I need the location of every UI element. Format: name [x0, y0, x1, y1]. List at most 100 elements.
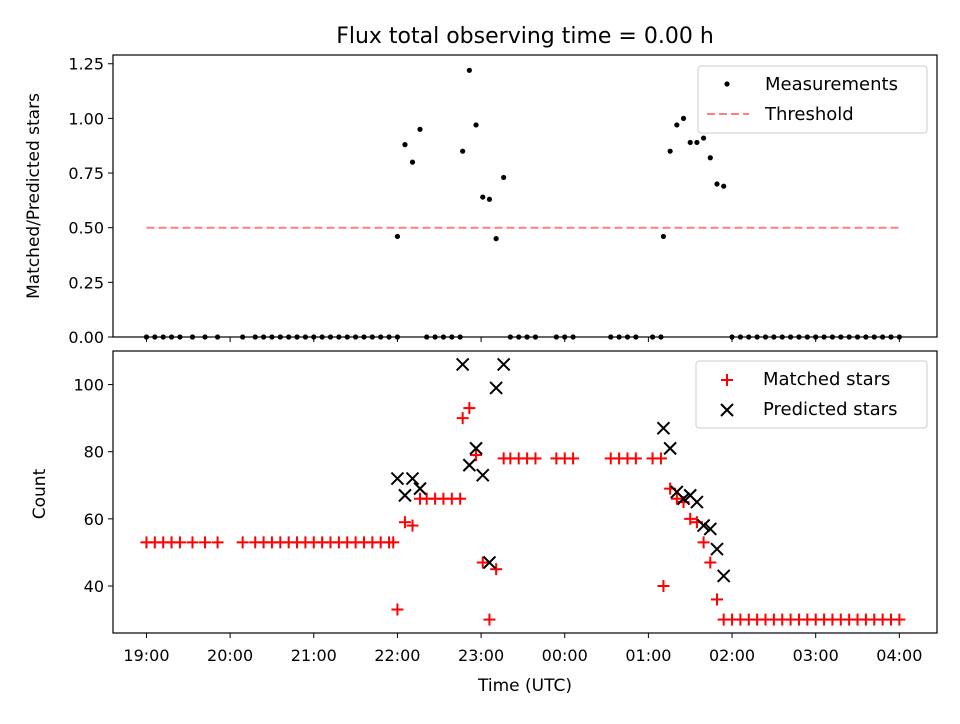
- predicted-star-point: [405, 471, 420, 486]
- predicted-star-point: [710, 542, 724, 556]
- matched-star-point: [236, 536, 249, 549]
- matched-star-point: [470, 449, 483, 462]
- matched-star-point: [463, 402, 476, 415]
- predicted-star-point: [482, 555, 497, 570]
- measurement-point: [460, 148, 466, 154]
- top-legend: Measurements Threshold: [697, 65, 928, 134]
- matched-star-point: [697, 536, 710, 549]
- y-tick-label: 60: [84, 510, 104, 529]
- matched-star-point: [456, 412, 469, 425]
- matched-star-point: [629, 452, 642, 465]
- x-tick-label: 02:00: [709, 646, 755, 665]
- matched-star-point: [529, 452, 542, 465]
- y-tick-label: 0.00: [68, 328, 104, 347]
- matched-star-point: [199, 536, 212, 549]
- x-tick-label: 20:00: [207, 646, 253, 665]
- measurement-point: [417, 126, 423, 132]
- matched-star-point: [476, 556, 489, 569]
- x-tick-label: 01:00: [625, 646, 671, 665]
- predicted-star-point: [716, 569, 731, 583]
- matched-star-point: [454, 492, 467, 505]
- x-tick-label: 04:00: [876, 646, 922, 665]
- matched-star-point: [704, 556, 717, 569]
- predicted-star-point: [696, 518, 711, 533]
- top-legend-box: [697, 65, 928, 134]
- legend-measurements-label: Measurements: [765, 74, 898, 95]
- measurement-point: [660, 233, 667, 240]
- y-tick-label: 40: [84, 577, 104, 596]
- predicted-star-point: [496, 357, 511, 372]
- matched-star-point: [670, 492, 683, 505]
- measurement-point: [707, 155, 713, 161]
- measurement-point: [486, 196, 493, 202]
- matched-star-point: [567, 452, 580, 465]
- predicted-star-point: [476, 468, 490, 482]
- top-y-ticks: 0.00 0.25 0.50 0.75 1.00 1.25: [68, 55, 113, 347]
- y-tick-label: 1.00: [68, 109, 104, 128]
- predicted-star-point: [690, 495, 704, 509]
- predicted-star-point: [398, 488, 412, 503]
- x-tick-label: 19:00: [123, 646, 169, 665]
- measurement-point: [701, 135, 707, 141]
- measurement-point: [466, 67, 472, 73]
- predicted-star-point: [390, 471, 405, 486]
- matched-star-point: [710, 593, 723, 606]
- predicted-star-point: [462, 458, 477, 472]
- matched-star-point: [387, 536, 400, 549]
- matched-star-point: [483, 613, 496, 626]
- legend-matched-marker: [721, 374, 733, 386]
- predicted-star-point: [656, 421, 671, 435]
- top-y-axis-label: Matched/Predicted stars: [24, 93, 44, 299]
- y-tick-label: 100: [73, 376, 104, 395]
- matched-star-point: [211, 536, 224, 549]
- measurement-point: [402, 142, 408, 148]
- bottom-legend-box: [695, 360, 928, 429]
- legend-measurements-marker: [724, 81, 730, 87]
- measurement-point: [687, 139, 693, 146]
- measurement-point: [493, 236, 499, 242]
- predicted-star-point: [676, 492, 691, 506]
- y-tick-label: 80: [84, 443, 104, 462]
- legend-threshold-label: Threshold: [764, 104, 854, 125]
- legend-predicted-label: Predicted stars: [763, 399, 897, 420]
- predicted-star-point: [663, 441, 677, 456]
- top-axes-frame: [112, 54, 938, 338]
- y-tick-label: 0.75: [68, 164, 104, 183]
- bottom-plot-area: [140, 357, 906, 626]
- predicted-star-point: [469, 441, 483, 456]
- top-x-ticks: [145, 337, 900, 342]
- x-tick-label: 22:00: [374, 646, 420, 665]
- measurement-point: [694, 139, 700, 146]
- x-tick-label: 00:00: [542, 646, 588, 665]
- matched-star-point: [406, 519, 419, 532]
- legend-predicted-marker: [720, 403, 734, 417]
- measurement-point: [501, 174, 507, 181]
- bottom-legend: Matched stars Predicted stars: [695, 360, 928, 429]
- bottom-axes-frame: [112, 350, 938, 634]
- bottom-x-ticks: 19:00 20:00 21:00 22:00 23:00 00:00 01:00 02:00…: [123, 633, 922, 665]
- bottom-y-ticks: 40 60 80 100: [73, 376, 113, 596]
- legend-matched-label: Matched stars: [763, 369, 890, 390]
- top-plot-area: [143, 67, 902, 340]
- chart-title: Flux total observing time = 0.00 h: [336, 24, 714, 49]
- matched-star-point: [398, 516, 411, 529]
- x-tick-label: 21:00: [291, 646, 337, 665]
- measurement-point: [674, 122, 680, 128]
- x-axis-label: Time (UTC): [477, 676, 572, 696]
- matched-star-point: [391, 603, 404, 616]
- y-tick-label: 1.25: [68, 55, 104, 74]
- predicted-star-point: [489, 381, 503, 395]
- matched-star-point: [684, 512, 697, 525]
- measurement-point: [480, 194, 486, 200]
- bottom-y-axis-label: Count: [30, 468, 50, 519]
- predicted-star-point: [413, 481, 427, 496]
- measurement-point: [714, 181, 720, 187]
- predicted-star-point: [703, 522, 718, 536]
- predicted-star-point: [455, 357, 470, 372]
- x-tick-label: 03:00: [793, 646, 839, 665]
- x-tick-label: 23:00: [458, 646, 504, 665]
- matched-star-point: [186, 536, 199, 549]
- measurement-point: [473, 122, 479, 128]
- measurement-point: [721, 183, 727, 189]
